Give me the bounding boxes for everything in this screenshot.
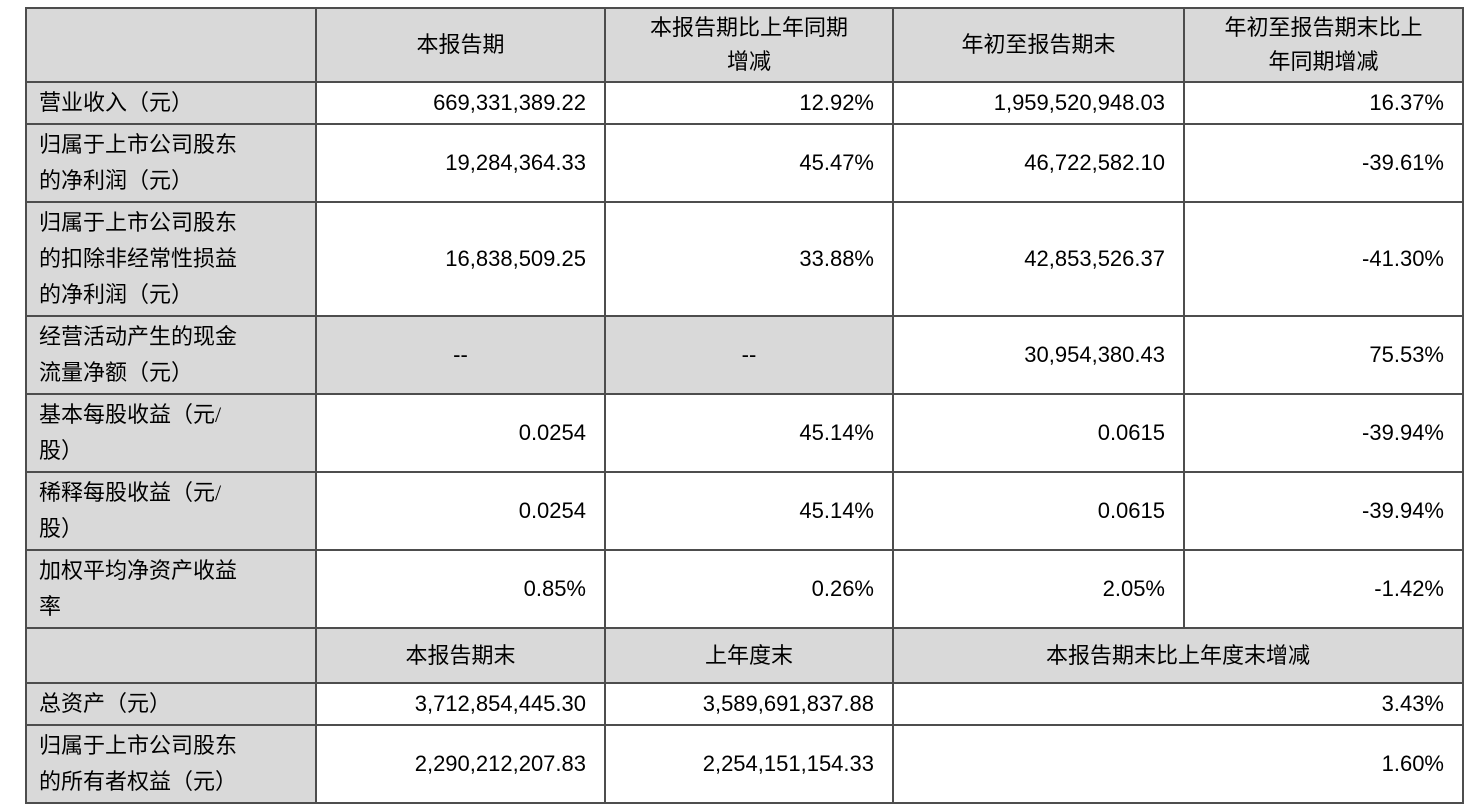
table-row-net-profit-excl-nonrecurring: 归属于上市公司股东 的扣除非经常性损益 的净利润（元） 16,838,509.2… — [25, 201, 1464, 317]
cell-value-empty: -- — [604, 315, 894, 395]
header-period-end-change: 本报告期末比上年度末增减 — [892, 627, 1464, 684]
cell-value: 42,853,526.37 — [892, 201, 1185, 317]
table-row-operating-cash-flow: 经营活动产生的现金 流量净额（元） -- -- 30,954,380.43 75… — [25, 315, 1464, 395]
cell-value: 33.88% — [604, 201, 894, 317]
cell-value: 16,838,509.25 — [315, 201, 606, 317]
cell-value: 19,284,364.33 — [315, 123, 606, 203]
table-row-total-assets: 总资产（元） 3,712,854,445.30 3,589,691,837.88… — [25, 682, 1464, 726]
cell-value: 0.0615 — [892, 393, 1185, 473]
cell-value: 0.85% — [315, 549, 606, 629]
cell-value: -39.61% — [1183, 123, 1464, 203]
cell-value: -41.30% — [1183, 201, 1464, 317]
cell-value: 1.60% — [892, 724, 1464, 804]
table-row-shareholders-equity: 归属于上市公司股东 的所有者权益（元） 2,290,212,207.83 2,2… — [25, 724, 1464, 804]
cell-value: 45.14% — [604, 471, 894, 551]
header-row-period-end: 本报告期末 上年度末 本报告期末比上年度末增减 — [25, 627, 1464, 684]
cell-value: 1,959,520,948.03 — [892, 81, 1185, 125]
cell-value: 46,722,582.10 — [892, 123, 1185, 203]
row-label: 经营活动产生的现金 流量净额（元） — [25, 315, 317, 395]
cell-value: 0.26% — [604, 549, 894, 629]
cell-value: 0.0254 — [315, 393, 606, 473]
table-row-weighted-avg-roe: 加权平均净资产收益 率 0.85% 0.26% 2.05% -1.42% — [25, 549, 1464, 629]
header-row-period: 本报告期 本报告期比上年同期 增减 年初至报告期末 年初至报告期末比上 年同期增… — [25, 7, 1464, 83]
cell-value: 0.0254 — [315, 471, 606, 551]
cell-value: -39.94% — [1183, 393, 1464, 473]
header-year-to-date: 年初至报告期末 — [892, 7, 1185, 83]
cell-value: 3.43% — [892, 682, 1464, 726]
row-label: 归属于上市公司股东 的净利润（元） — [25, 123, 317, 203]
row-label: 基本每股收益（元/ 股） — [25, 393, 317, 473]
cell-value: 75.53% — [1183, 315, 1464, 395]
table-row-basic-eps: 基本每股收益（元/ 股） 0.0254 45.14% 0.0615 -39.94… — [25, 393, 1464, 473]
table-row-operating-revenue: 营业收入（元） 669,331,389.22 12.92% 1,959,520,… — [25, 81, 1464, 125]
row-label: 营业收入（元） — [25, 81, 317, 125]
header-corner-cell — [25, 7, 317, 83]
header-year-to-date-yoy-change: 年初至报告期末比上 年同期增减 — [1183, 7, 1464, 83]
cell-value: 45.14% — [604, 393, 894, 473]
cell-value: 16.37% — [1183, 81, 1464, 125]
header-current-period-yoy-change: 本报告期比上年同期 增减 — [604, 7, 894, 83]
cell-value-empty: -- — [315, 315, 606, 395]
table-row-net-profit: 归属于上市公司股东 的净利润（元） 19,284,364.33 45.47% 4… — [25, 123, 1464, 203]
row-label: 总资产（元） — [25, 682, 317, 726]
financial-summary-table: 本报告期 本报告期比上年同期 增减 年初至报告期末 年初至报告期末比上 年同期增… — [25, 7, 1464, 804]
header-current-period: 本报告期 — [315, 7, 606, 83]
cell-value: 2,254,151,154.33 — [604, 724, 894, 804]
row-label: 稀释每股收益（元/ 股） — [25, 471, 317, 551]
cell-value: 0.0615 — [892, 471, 1185, 551]
cell-value: 30,954,380.43 — [892, 315, 1185, 395]
header-current-period-end: 本报告期末 — [315, 627, 606, 684]
cell-value: 669,331,389.22 — [315, 81, 606, 125]
header-corner-cell-2 — [25, 627, 317, 684]
header-prior-year-end: 上年度末 — [604, 627, 894, 684]
cell-value: 2.05% — [892, 549, 1185, 629]
row-label: 归属于上市公司股东 的所有者权益（元） — [25, 724, 317, 804]
table-row-diluted-eps: 稀释每股收益（元/ 股） 0.0254 45.14% 0.0615 -39.94… — [25, 471, 1464, 551]
cell-value: 2,290,212,207.83 — [315, 724, 606, 804]
cell-value: 45.47% — [604, 123, 894, 203]
cell-value: -1.42% — [1183, 549, 1464, 629]
cell-value: -39.94% — [1183, 471, 1464, 551]
row-label: 归属于上市公司股东 的扣除非经常性损益 的净利润（元） — [25, 201, 317, 317]
cell-value: 12.92% — [604, 81, 894, 125]
cell-value: 3,589,691,837.88 — [604, 682, 894, 726]
cell-value: 3,712,854,445.30 — [315, 682, 606, 726]
row-label: 加权平均净资产收益 率 — [25, 549, 317, 629]
